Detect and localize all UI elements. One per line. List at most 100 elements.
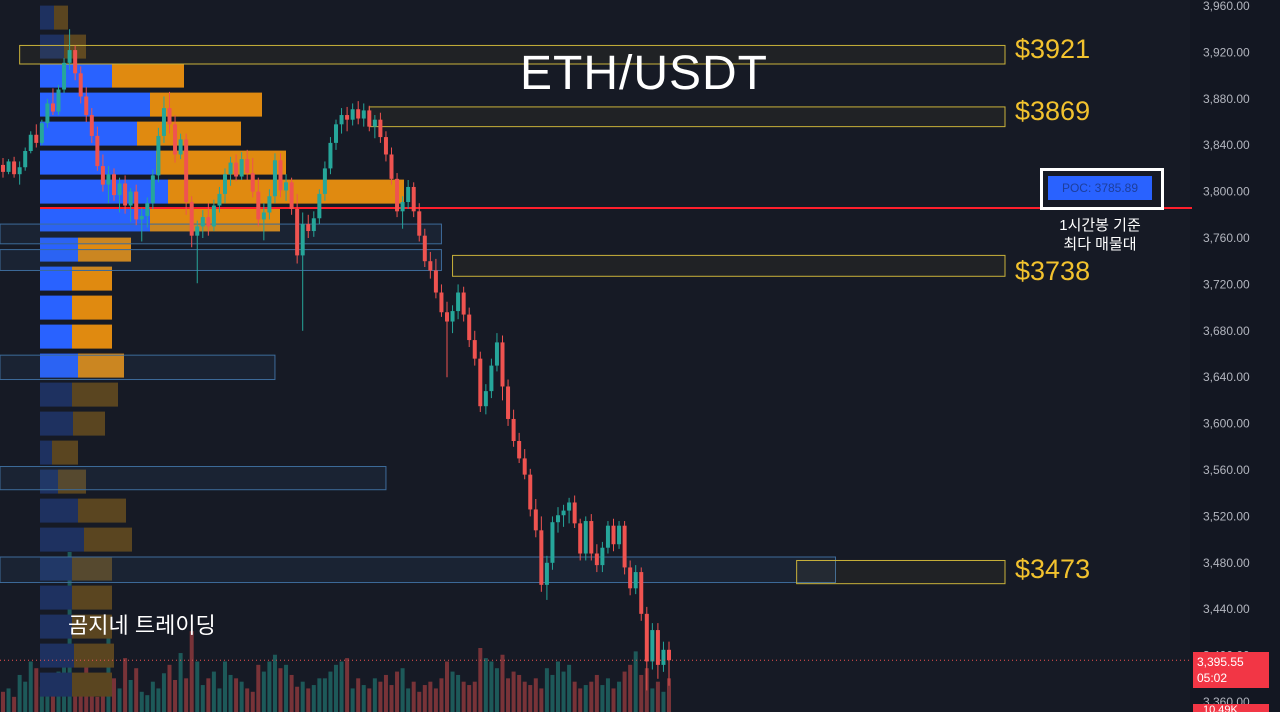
- candle-body: [628, 567, 633, 589]
- volume-bar: [578, 688, 583, 712]
- y-tick-label: 3,640.00: [1203, 370, 1250, 384]
- candle-body: [611, 525, 616, 545]
- candle-body: [589, 521, 594, 554]
- candle-body: [339, 115, 344, 125]
- volume-bar: [406, 688, 411, 712]
- volume-profile-sell: [137, 121, 241, 146]
- y-tick-label: 3,520.00: [1203, 509, 1250, 523]
- volume-bar: [528, 685, 533, 712]
- candle-body: [139, 215, 144, 220]
- volume-bar: [128, 680, 133, 712]
- candle-body: [600, 547, 605, 566]
- volume-bar: [28, 661, 33, 712]
- candle-body: [128, 191, 133, 206]
- volume-label: 10.49K: [1203, 704, 1239, 712]
- volume-bar: [345, 658, 350, 712]
- volume-bar: [378, 681, 383, 712]
- candle-body: [361, 110, 366, 119]
- volume-profile-sell: [74, 643, 114, 668]
- candle-body: [150, 175, 155, 204]
- volume-profile-sell: [73, 411, 105, 436]
- y-tick-label: 3,480.00: [1203, 556, 1250, 570]
- volume-bar: [234, 678, 239, 712]
- volume-bar: [339, 661, 344, 712]
- y-tick-label: 3,760.00: [1203, 231, 1250, 245]
- poc-note-line1: 1시간봉 기준: [1059, 217, 1141, 234]
- volume-bar: [317, 678, 322, 712]
- y-tick-label: 3,560.00: [1203, 463, 1250, 477]
- candle-body: [356, 109, 361, 119]
- candle-body: [317, 193, 322, 219]
- volume-bar: [478, 648, 483, 712]
- volume-bar: [311, 685, 316, 712]
- poc-label-box[interactable]: POC: 3785.89: [1040, 168, 1164, 210]
- candle-body: [167, 108, 172, 125]
- volume-bar: [445, 661, 449, 712]
- volume-bar: [39, 686, 44, 712]
- candle-body: [62, 62, 67, 90]
- volume-profile-sell: [72, 672, 112, 697]
- volume-bar: [211, 671, 216, 712]
- zone-label-3738: $3738: [1015, 256, 1091, 286]
- zone-label-3473: $3473: [1015, 554, 1091, 584]
- volume-bar: [284, 664, 289, 712]
- volume-bar: [45, 693, 50, 712]
- volume-bar: [561, 671, 566, 712]
- volume-bar: [178, 653, 183, 712]
- candle-body: [73, 50, 78, 74]
- candle-body: [544, 562, 549, 585]
- current-price: 3,395.55: [1197, 655, 1244, 669]
- candle-body: [256, 191, 261, 220]
- volume-bar: [267, 661, 272, 712]
- volume-bar: [489, 661, 494, 712]
- volume-profile-buy: [40, 382, 72, 407]
- volume-bar: [633, 651, 638, 712]
- volume-profile-sell: [78, 498, 126, 523]
- candle-body: [650, 630, 655, 662]
- candle-body: [161, 108, 166, 136]
- volume-bar: [483, 658, 488, 712]
- y-tick-label: 3,840.00: [1203, 138, 1250, 152]
- candle-body: [34, 134, 39, 143]
- candle-body: [1, 164, 5, 172]
- candle-body: [217, 193, 222, 206]
- volume-badge: [1193, 704, 1269, 712]
- chart-title: ETH/USDT: [520, 47, 768, 100]
- candle-body: [406, 186, 411, 203]
- volume-bar: [605, 678, 610, 712]
- candle-body: [572, 502, 577, 524]
- price-axis-bg: [1190, 0, 1280, 712]
- volume-bar: [89, 688, 94, 712]
- volume-profile-sell: [72, 324, 112, 349]
- candle-body: [123, 183, 128, 206]
- volume-bar: [306, 688, 311, 712]
- candle-body: [445, 312, 449, 322]
- volume-bar: [667, 678, 671, 712]
- candle-body: [511, 418, 516, 441]
- volume-bar: [250, 691, 255, 712]
- candle-body: [456, 292, 461, 312]
- volume-bar: [145, 695, 150, 712]
- candle-body: [605, 525, 610, 548]
- volume-bar: [372, 678, 377, 712]
- candle-body: [383, 137, 388, 155]
- candle-body: [134, 191, 139, 220]
- candle-body: [483, 391, 488, 407]
- volume-bar: [167, 664, 172, 712]
- volume-bar: [350, 688, 355, 712]
- poc-label: POC: 3785.89: [1048, 176, 1152, 200]
- candle-body: [478, 358, 483, 407]
- y-tick-label: 3,600.00: [1203, 417, 1250, 431]
- candle-body: [289, 182, 294, 209]
- candle-body: [328, 142, 333, 169]
- volume-bar: [245, 688, 250, 712]
- candle-body: [450, 311, 455, 322]
- volume-bar: [134, 668, 139, 712]
- candle-body: [284, 182, 289, 191]
- volume-bar: [17, 674, 22, 712]
- volume-bar: [173, 680, 178, 712]
- volume-bar: [256, 664, 261, 712]
- candle-body: [500, 342, 505, 387]
